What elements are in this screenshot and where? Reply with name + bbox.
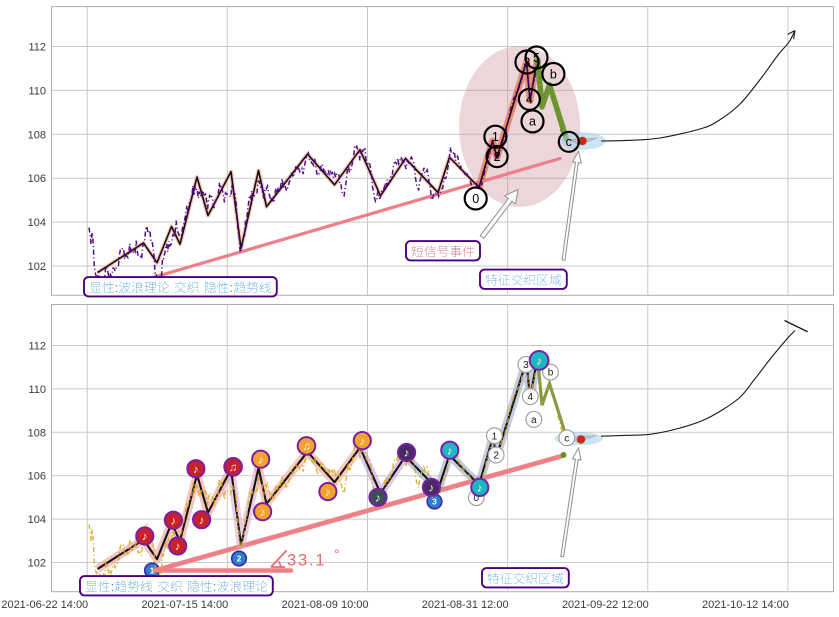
svg-text:♪: ♪	[171, 515, 177, 527]
svg-text:a: a	[531, 415, 537, 426]
svg-text:2: 2	[237, 554, 242, 564]
svg-text:2021-09-22 12:00: 2021-09-22 12:00	[562, 599, 649, 611]
svg-text:♪: ♪	[260, 507, 266, 519]
svg-text:♫: ♫	[302, 441, 311, 453]
svg-text:♪: ♪	[325, 487, 331, 499]
svg-text:106: 106	[28, 173, 46, 185]
svg-text:♫: ♫	[229, 462, 238, 474]
svg-text::: :	[115, 280, 119, 295]
svg-text:4: 4	[528, 392, 534, 403]
svg-text:♪: ♪	[359, 436, 365, 448]
svg-text:♪: ♪	[258, 454, 264, 466]
svg-text:♪: ♪	[175, 541, 181, 553]
svg-text:♪: ♪	[199, 515, 205, 527]
svg-text:0: 0	[474, 493, 480, 504]
svg-text:♪: ♪	[404, 448, 410, 460]
svg-text:1: 1	[492, 130, 499, 144]
svg-text:°: °	[334, 546, 340, 562]
svg-text:112: 112	[28, 341, 46, 353]
svg-text:1: 1	[492, 431, 498, 442]
svg-text:110: 110	[28, 384, 46, 396]
svg-text::: :	[213, 579, 217, 594]
svg-text:2021-06-22 14:00: 2021-06-22 14:00	[1, 599, 88, 611]
svg-text:♪: ♪	[536, 356, 542, 368]
svg-text:♪: ♪	[447, 445, 453, 457]
svg-text:102: 102	[28, 558, 46, 570]
svg-text:♪: ♪	[477, 483, 483, 495]
svg-text:104: 104	[28, 217, 46, 229]
svg-text::: :	[111, 579, 115, 594]
svg-text:a: a	[529, 115, 536, 129]
svg-text:3: 3	[432, 497, 437, 507]
svg-text:2021-07-15 14:00: 2021-07-15 14:00	[141, 599, 228, 611]
svg-text:2: 2	[493, 451, 499, 462]
svg-text:2021-08-31 12:00: 2021-08-31 12:00	[422, 599, 509, 611]
svg-text:33.1: 33.1	[287, 552, 326, 570]
svg-text:b: b	[548, 368, 554, 379]
svg-text:112: 112	[28, 42, 46, 54]
svg-text:♪: ♪	[193, 464, 199, 476]
svg-text:5: 5	[533, 51, 540, 65]
svg-text:4: 4	[526, 93, 533, 107]
svg-text:0: 0	[472, 192, 479, 206]
svg-text:♪: ♪	[375, 493, 381, 505]
svg-text:104: 104	[28, 514, 46, 526]
svg-text:b: b	[550, 67, 557, 81]
svg-text:2021-08-09 10:00: 2021-08-09 10:00	[282, 599, 369, 611]
svg-text:102: 102	[28, 261, 46, 273]
svg-text:3: 3	[523, 360, 529, 371]
svg-text:2021-10-12 14:00: 2021-10-12 14:00	[702, 599, 789, 611]
svg-text:c: c	[566, 135, 572, 149]
svg-text:108: 108	[28, 129, 46, 141]
svg-text::: :	[230, 280, 234, 295]
svg-text:110: 110	[28, 85, 46, 97]
svg-text:1: 1	[150, 566, 155, 576]
svg-text:♪: ♪	[429, 483, 435, 495]
svg-text:♪: ♪	[142, 531, 148, 543]
svg-text:108: 108	[28, 427, 46, 439]
svg-text:106: 106	[28, 471, 46, 483]
svg-text:2: 2	[494, 150, 501, 164]
svg-text:c: c	[564, 433, 569, 444]
